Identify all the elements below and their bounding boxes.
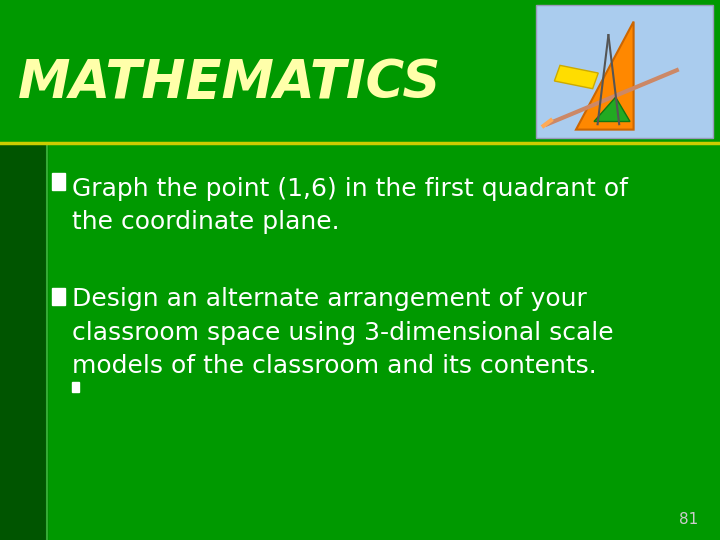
Bar — [72, 382, 79, 392]
Text: Graph the point (1,6) in the first quadrant of
the coordinate plane.: Graph the point (1,6) in the first quadr… — [72, 177, 628, 234]
Text: 81: 81 — [679, 511, 698, 526]
Polygon shape — [594, 97, 630, 122]
Text: MATHEMATICS: MATHEMATICS — [18, 57, 441, 109]
Bar — [52, 173, 65, 190]
Bar — [0, 143, 47, 540]
Bar — [536, 5, 713, 138]
Text: Design an alternate arrangement of your
classroom space using 3-dimensional scal: Design an alternate arrangement of your … — [72, 287, 613, 379]
Bar — [554, 65, 598, 89]
Polygon shape — [576, 22, 634, 130]
Bar — [52, 288, 65, 305]
